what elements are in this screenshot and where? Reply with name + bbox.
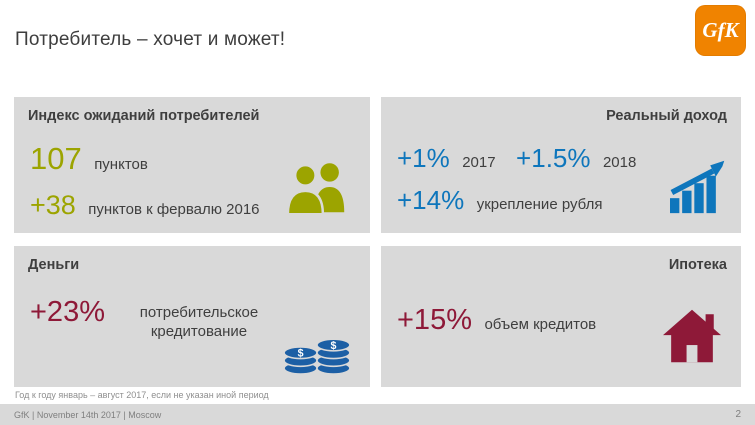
page-number: 2 (735, 409, 741, 420)
income-2018-year: 2018 (602, 154, 637, 171)
consumer-index-row-2: +38 пунктов к фервалю 2016 (30, 192, 260, 219)
bar-chart-arrow-icon (670, 160, 725, 214)
ruble-label: укрепление рубля (476, 196, 603, 213)
panel-real-income-header: Реальный доход (606, 108, 727, 124)
ruble-value: +14% (397, 185, 465, 215)
income-2017-value: +1% (397, 143, 450, 173)
panel-money-header: Деньги (28, 257, 80, 273)
people-icon (286, 163, 345, 215)
house-icon (663, 309, 721, 363)
consumer-index-delta-label: пунктов к фервалю 2016 (88, 201, 260, 218)
mortgage-row-1: +15% объем кредитов (397, 306, 596, 335)
money-row-1: +23% потребительское кредитование (30, 298, 285, 341)
footnote: Год к году январь – август 2017, если не… (15, 390, 269, 400)
panel-money: Деньги +23% потребительское кредитование… (14, 246, 370, 387)
gfk-logo-text: GfK (702, 18, 739, 42)
panel-real-income: Реальный доход +1% 2017 +1.5% 2018 +14% … (381, 97, 741, 233)
consumer-index-value-label: пунктов (94, 156, 148, 173)
real-income-row-2: +14% укрепление рубля (397, 187, 602, 214)
gfk-logo: GfK (695, 5, 746, 56)
mortgage-label: объем кредитов (484, 316, 597, 333)
consumer-index-row-1: 107 пунктов (30, 143, 148, 174)
page-title: Потребитель – хочет и может! (15, 29, 286, 50)
footer-bar: GfK | November 14th 2017 | Moscow 2 (0, 404, 755, 425)
real-income-row-1: +1% 2017 +1.5% 2018 (397, 145, 636, 172)
consumer-credit-value: +23% (30, 296, 105, 328)
panel-mortgage: Ипотека +15% объем кредитов (381, 246, 741, 387)
consumer-credit-label: потребительское кредитование (139, 304, 259, 340)
panel-consumer-index: Индекс ожиданий потребителей 107 пунктов… (14, 97, 370, 233)
coins-icon: $ $ (283, 338, 351, 375)
svg-text:$: $ (298, 348, 304, 360)
consumer-index-delta: +38 (30, 190, 76, 220)
income-2017-year: 2017 (462, 154, 496, 171)
mortgage-value: +15% (397, 304, 472, 336)
income-2018-value: +1.5% (516, 143, 591, 173)
svg-text:$: $ (330, 340, 336, 352)
panel-mortgage-header: Ипотека (668, 257, 727, 273)
consumer-index-value: 107 (30, 141, 82, 176)
footer-text: GfK | November 14th 2017 | Moscow (14, 409, 162, 420)
panel-consumer-index-header: Индекс ожиданий потребителей (28, 108, 260, 124)
